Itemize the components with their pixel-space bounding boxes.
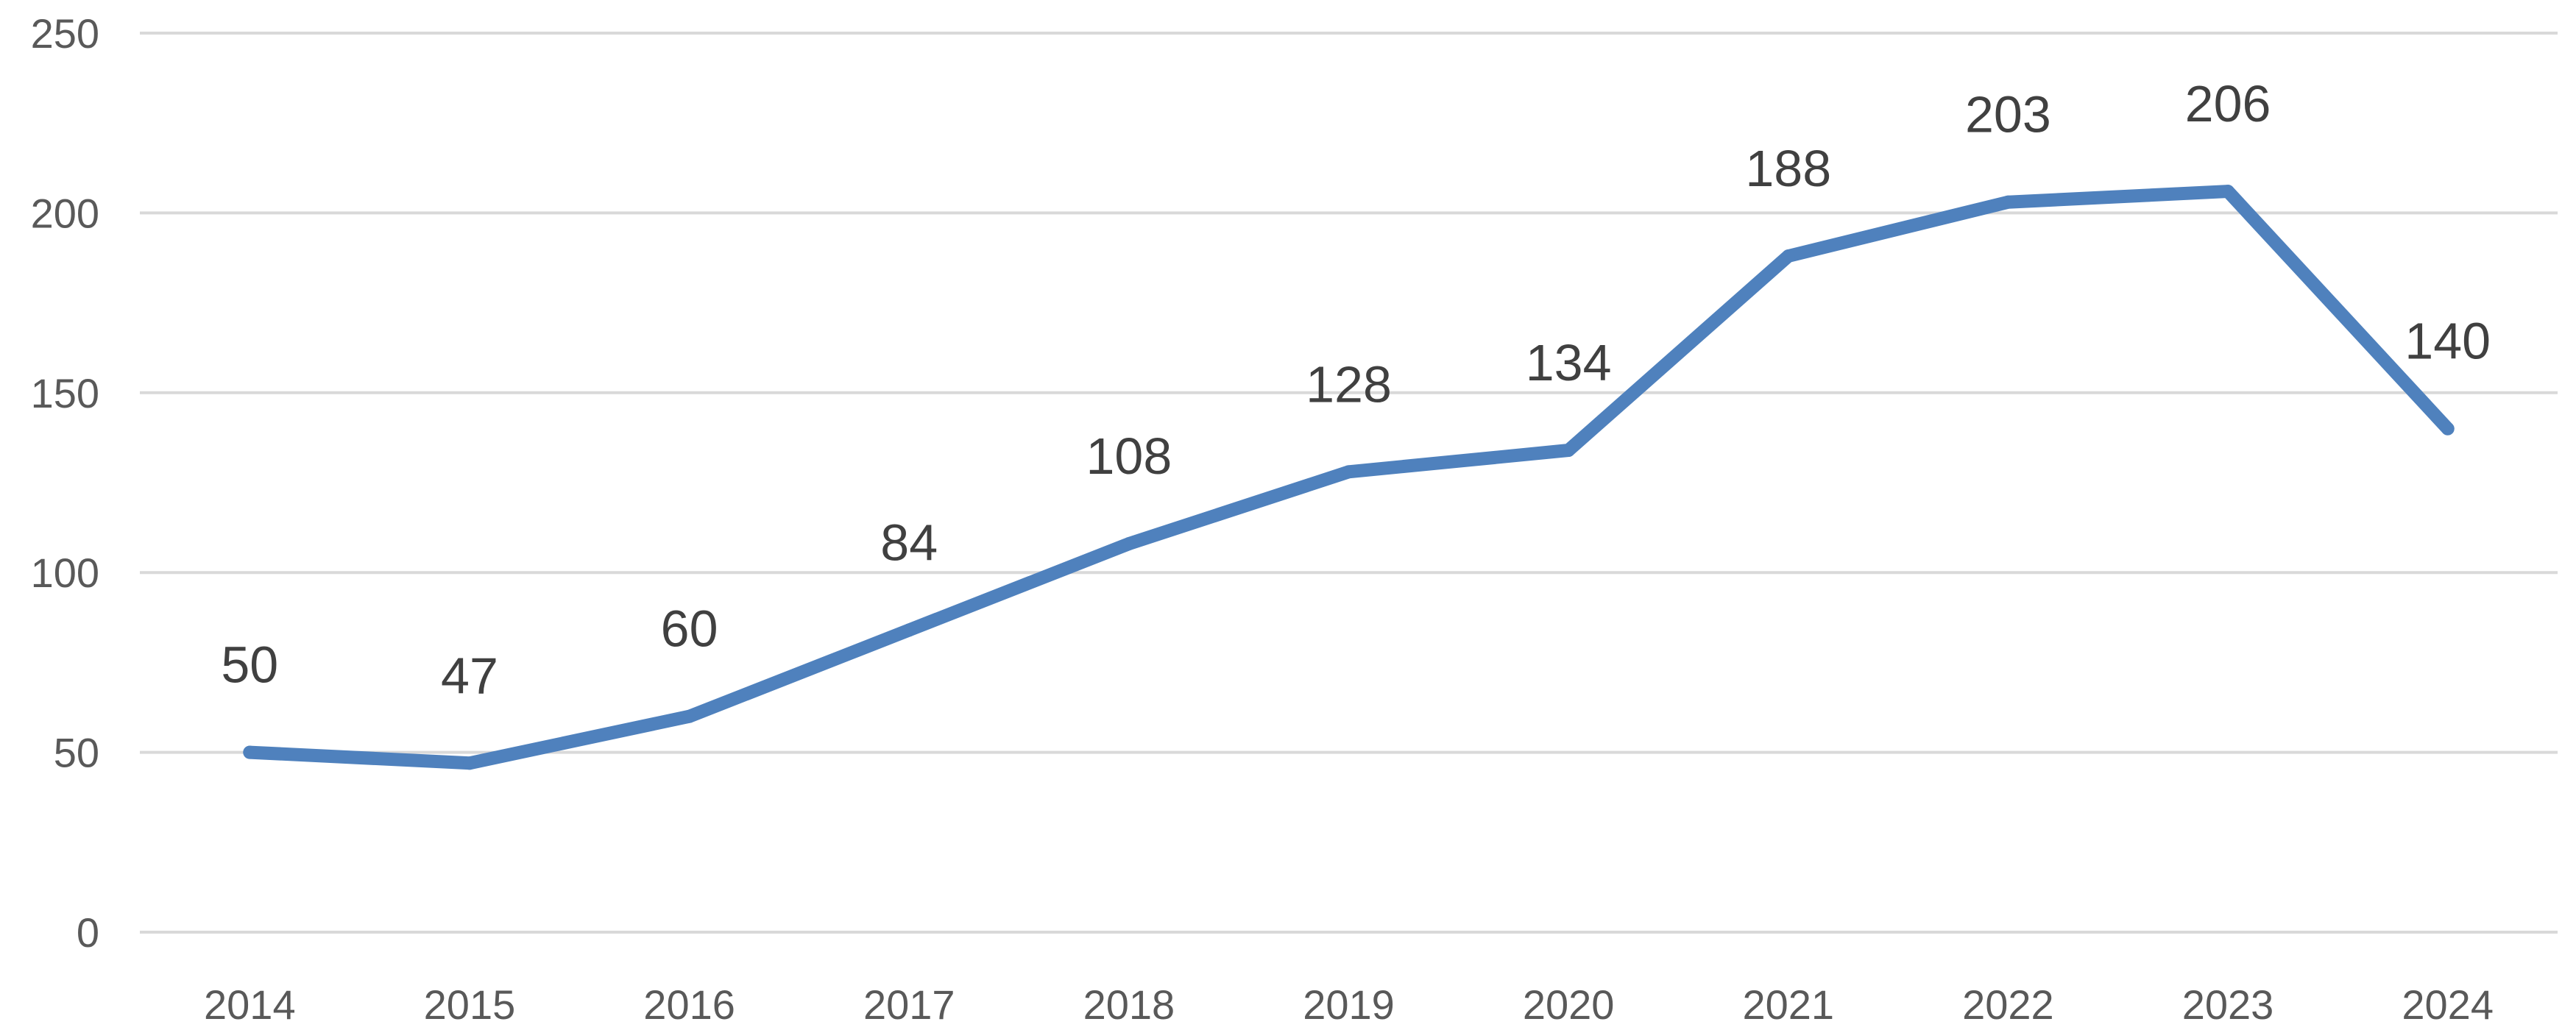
x-tick-label: 2018	[1083, 981, 1175, 1028]
data-label: 60	[661, 600, 718, 658]
x-tick-label: 2024	[2402, 981, 2494, 1028]
data-label: 203	[1965, 86, 2051, 143]
x-tick-label: 2019	[1303, 981, 1395, 1028]
y-tick-label: 100	[31, 550, 99, 596]
series-layer	[243, 185, 2455, 770]
data-label: 84	[880, 514, 938, 571]
y-tick-label: 50	[54, 730, 99, 776]
data-point-2015	[462, 756, 476, 770]
y-tick-label: 150	[31, 370, 99, 416]
x-tick-label: 2022	[1962, 981, 2054, 1028]
data-point-2020	[1562, 444, 1576, 458]
data-point-2022	[2001, 195, 2015, 209]
y-axis-tick-labels: 0 50 100 150 200 250	[31, 10, 99, 956]
data-label: 128	[1306, 355, 1392, 413]
x-tick-label: 2021	[1742, 981, 1834, 1028]
data-point-2016	[682, 709, 696, 723]
y-tick-label: 0	[77, 909, 99, 956]
x-tick-label: 2015	[424, 981, 516, 1028]
x-tick-label: 2017	[863, 981, 955, 1028]
x-tick-label: 2020	[1523, 981, 1615, 1028]
data-label: 188	[1745, 140, 1831, 197]
data-label: 50	[221, 636, 278, 694]
data-label: 47	[441, 647, 498, 704]
data-label: 108	[1086, 427, 1172, 485]
data-point-2023	[2221, 185, 2235, 199]
data-point-2019	[1342, 465, 1356, 479]
data-point-2017	[902, 623, 916, 637]
x-tick-label: 2016	[643, 981, 735, 1028]
data-point-2021	[1781, 249, 1795, 263]
y-tick-label: 250	[31, 10, 99, 57]
gridlines	[140, 32, 2558, 934]
x-axis-tick-labels: 2014 2015 2016 2017 2018 2019 2020 2021 2022 2023…	[204, 981, 2494, 1028]
data-point-2018	[1122, 537, 1136, 551]
data-label: 206	[2185, 75, 2271, 132]
y-tick-label: 200	[31, 190, 99, 236]
data-point-2014	[243, 745, 257, 759]
x-tick-label: 2014	[204, 981, 296, 1028]
data-label: 140	[2405, 313, 2491, 370]
x-tick-label: 2023	[2182, 981, 2274, 1028]
data-label: 134	[1526, 334, 1612, 391]
data-point-2024	[2441, 422, 2455, 436]
data-labels: 50 47 60 84 108 128 134 188 203 206 140	[221, 75, 2491, 704]
